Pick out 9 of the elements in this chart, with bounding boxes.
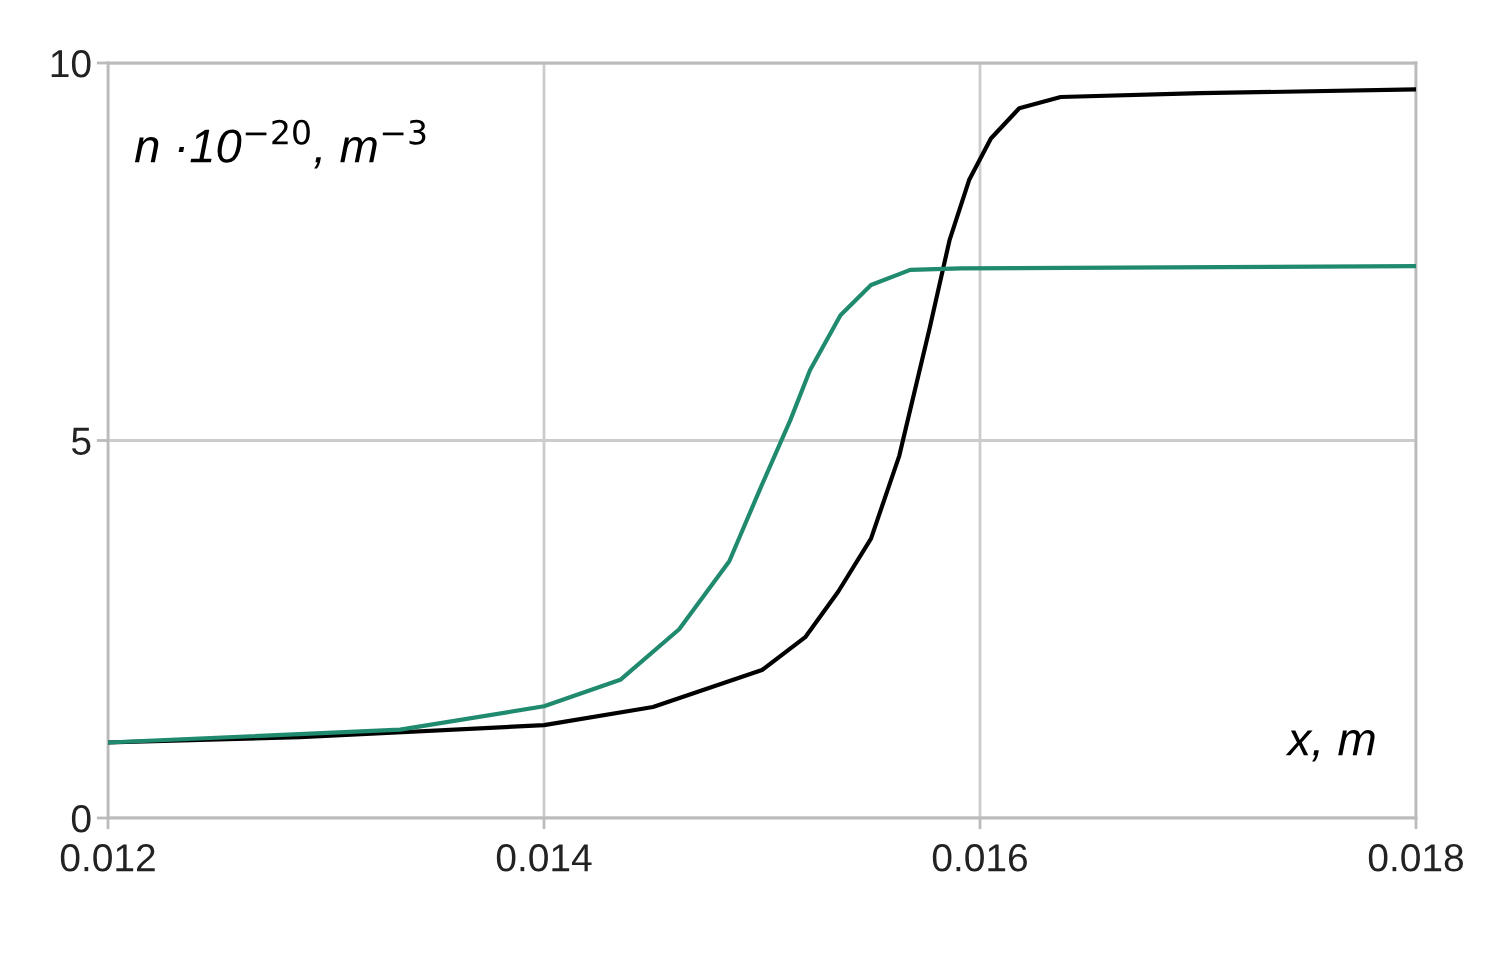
x-tick-label: 0.016 [932, 844, 1027, 872]
x-tick-label: 0.012 [60, 844, 155, 872]
x-tick-label: 0.014 [496, 844, 592, 872]
y-tick-label: 10 [51, 49, 91, 78]
y-tick-label: 0 [71, 804, 91, 833]
y-axis-title: n ·10$^{−20}$, m$^{−3}$ [134, 119, 426, 169]
y-tick-label: 5 [71, 427, 91, 455]
x-axis-title: x, m [1285, 729, 1375, 762]
x-tick-label: 0.018 [1368, 844, 1463, 872]
